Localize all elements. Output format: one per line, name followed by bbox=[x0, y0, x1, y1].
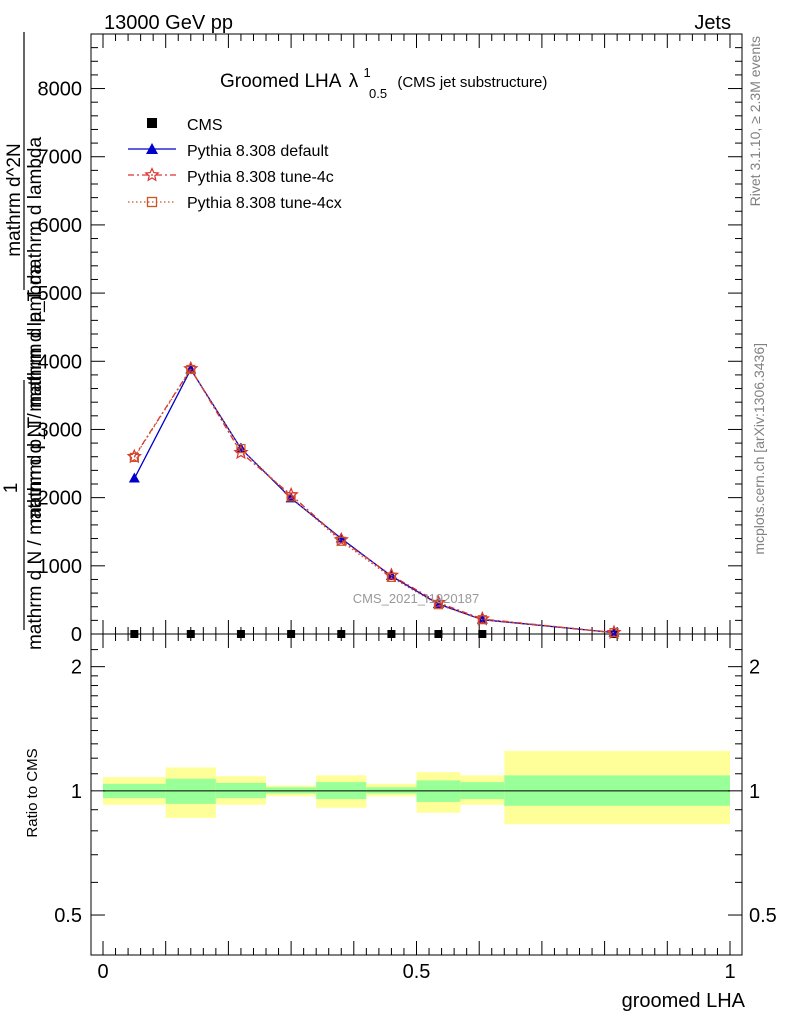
plot-title-sup: 1 bbox=[363, 65, 370, 80]
ratio-bands bbox=[103, 750, 730, 825]
tune4cx-marker bbox=[609, 628, 619, 638]
watermark: CMS_2021_I1920187 bbox=[353, 591, 480, 606]
cms-marker bbox=[130, 630, 139, 638]
legend-tune4cx-label: Pythia 8.308 tune-4cx bbox=[187, 195, 342, 212]
y-label-rotated-2: mathrm d N / mathrm d p_T mathrm d lambd… bbox=[25, 264, 46, 651]
tune4c-marker bbox=[383, 567, 400, 582]
plot-title-sub: 0.5 bbox=[369, 86, 387, 101]
legend-tune4c-label: Pythia 8.308 tune-4c bbox=[187, 169, 334, 186]
ratio-y-label: Ratio to CMS bbox=[24, 748, 41, 837]
y-tick-label: 0 bbox=[71, 624, 82, 646]
plot-title-note: (CMS jet substructure) bbox=[397, 74, 547, 91]
y-label-fraction-top: mathrm d^2N bbox=[4, 143, 25, 256]
legend-cms-label: CMS bbox=[187, 117, 223, 134]
y-tick-label: 3000 bbox=[38, 419, 83, 441]
legend-tune4cx-marker bbox=[146, 196, 158, 208]
y-tick-label: 6000 bbox=[38, 215, 83, 237]
tune4c-marker bbox=[126, 448, 143, 464]
tune4cx-marker bbox=[433, 600, 444, 610]
tune4c-marker bbox=[233, 444, 249, 460]
tune4cx-marker bbox=[477, 615, 487, 625]
cms-marker bbox=[337, 630, 346, 638]
y-label-fraction-1: 1 bbox=[1, 483, 22, 494]
tune4cx-marker bbox=[386, 572, 397, 583]
tune4cx-marker bbox=[336, 536, 346, 546]
ratio-tick-label-right: 2 bbox=[749, 657, 760, 679]
ratio-tick-label-left: 1 bbox=[71, 781, 82, 803]
plot-title-main: Groomed LHA bbox=[220, 71, 342, 92]
cms-marker bbox=[287, 630, 296, 638]
y-label-rotated-1: mathrm d N / mathrm d p_T mathrm d lambd… bbox=[25, 137, 46, 524]
tune4cx-marker bbox=[286, 492, 296, 502]
axes: 0 1000 2000 3000 4000 5000 6000 7000 8000 0 0.5 1 0.… bbox=[38, 33, 777, 983]
tune4c-marker bbox=[430, 594, 447, 610]
legend-cms-marker bbox=[147, 118, 157, 128]
cms-marker bbox=[186, 630, 195, 638]
legend: CMS Pythia 8.308 default Pythia 8.308 tu… bbox=[128, 117, 342, 212]
y-tick-label: 2000 bbox=[38, 488, 83, 510]
tune4cx-marker bbox=[236, 443, 246, 454]
cms-marker bbox=[236, 630, 245, 638]
legend-default-marker bbox=[146, 143, 158, 154]
x-tick-label: 0.5 bbox=[403, 961, 431, 983]
y-axis-label-main: mathrm d N / mathrm d p_T mathrm d lambd… bbox=[1, 32, 46, 650]
tune4c-marker bbox=[606, 624, 622, 640]
y-tick-label: 1000 bbox=[38, 556, 83, 578]
legend-tune4c-marker bbox=[144, 167, 160, 182]
plot-title-lambda: λ bbox=[349, 71, 359, 92]
tune4cx-marker bbox=[129, 452, 139, 463]
side-note-bottom: mcplots.cern.ch [arXiv:1306.3436] bbox=[751, 343, 767, 555]
tune4cx-marker bbox=[186, 364, 196, 375]
x-tick-label: 0 bbox=[97, 961, 108, 983]
y-tick-label: 4000 bbox=[38, 351, 83, 373]
cms-marker bbox=[434, 630, 443, 638]
x-tick-label: 1 bbox=[724, 961, 735, 983]
tune4c-marker bbox=[474, 610, 490, 626]
data-series bbox=[126, 360, 622, 640]
y-tick-label: 5000 bbox=[38, 283, 83, 305]
cms-marker bbox=[387, 630, 396, 638]
y-tick-label: 8000 bbox=[38, 79, 83, 101]
ratio-tick-label-right: 1 bbox=[749, 781, 760, 803]
y-tick-label: 7000 bbox=[38, 147, 83, 169]
legend-default-label: Pythia 8.308 default bbox=[187, 143, 329, 160]
ratio-tick-label-left: 0.5 bbox=[54, 905, 82, 927]
plot-title: Groomed LHA λ 1 0.5 (CMS jet substructur… bbox=[220, 61, 547, 103]
header-left: 13000 GeV pp bbox=[104, 12, 233, 34]
x-axis-label: groomed LHA bbox=[622, 990, 746, 1012]
side-note-top: Rivet 3.1.10, ≥ 2.3M events bbox=[747, 36, 763, 206]
ratio-tick-label-left: 2 bbox=[71, 657, 82, 679]
header-right: Jets bbox=[694, 12, 731, 34]
ratio-tick-label-right: 0.5 bbox=[749, 905, 777, 927]
tune4c-marker bbox=[183, 360, 199, 376]
cms-marker bbox=[478, 630, 487, 638]
default-marker bbox=[128, 472, 140, 483]
